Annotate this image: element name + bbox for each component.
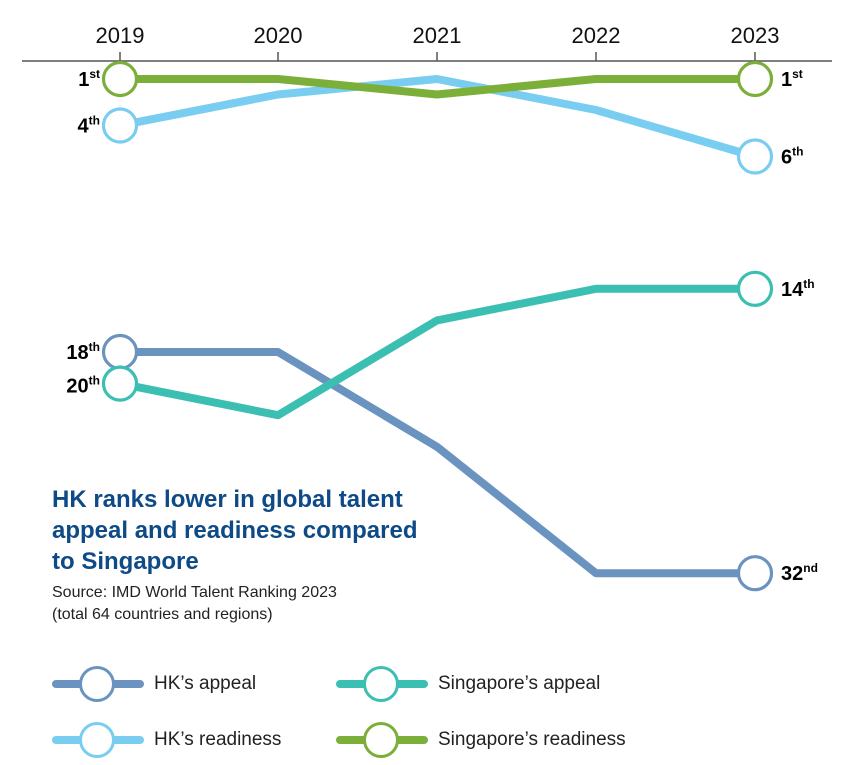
series-lines xyxy=(116,75,759,578)
start-label-hk-s-readiness: 4th xyxy=(78,114,100,138)
marker-hk-s-readiness-2019 xyxy=(101,107,139,144)
start-label-singapore-s-readiness: 1st xyxy=(78,67,100,91)
marker-hk-s-appeal-2023 xyxy=(736,555,774,592)
legend-label-hk-appeal: HK’s appeal xyxy=(154,673,257,694)
legend-item-singapore-appeal: Singapore’s appeal xyxy=(336,664,600,704)
chart-source: Source: IMD World Talent Ranking 2023 (t… xyxy=(52,582,412,626)
year-label-2020: 2020 xyxy=(254,23,303,48)
start-label-singapore-s-appeal: 20th xyxy=(66,374,100,398)
series-line-hk-s-appeal xyxy=(116,348,759,578)
source-line-2: (total 64 countries and regions) xyxy=(52,606,273,623)
series-line-hk-s-readiness xyxy=(116,75,759,161)
legend-label-singapore-readiness: Singapore’s readiness xyxy=(438,729,626,750)
legend-swatch-singapore-readiness xyxy=(336,720,428,760)
year-label-2023: 2023 xyxy=(731,23,780,48)
chart-title: HK ranks lower in global talent appeal a… xyxy=(52,486,418,575)
end-label-singapore-s-appeal: 14th xyxy=(781,277,815,301)
start-label-hk-s-appeal: 18th xyxy=(66,340,100,364)
legend-item-singapore-readiness: Singapore’s readiness xyxy=(336,720,626,760)
marker-hk-s-appeal-2019 xyxy=(101,333,139,371)
year-axis: 2019 2020 2021 2022 2023 xyxy=(96,23,780,61)
series-markers xyxy=(101,60,774,592)
legend-item-hk-appeal: HK’s appeal xyxy=(52,664,256,704)
marker-singapore-s-appeal-2019 xyxy=(101,365,139,402)
marker-singapore-s-appeal-2023 xyxy=(736,270,774,307)
legend-swatch-hk-readiness xyxy=(52,720,144,760)
legend-swatch-hk-appeal xyxy=(52,664,144,704)
series-line-singapore-s-appeal xyxy=(116,284,759,420)
end-label-hk-s-appeal: 32nd xyxy=(781,561,818,585)
source-line-1: Source: IMD World Talent Ranking 2023 xyxy=(52,584,337,601)
marker-singapore-s-readiness-2019 xyxy=(101,60,139,98)
legend-swatch-singapore-appeal xyxy=(336,664,428,704)
end-label-hk-s-readiness: 6th xyxy=(781,145,803,169)
marker-singapore-s-readiness-2023 xyxy=(736,60,774,98)
series-line-singapore-s-readiness xyxy=(116,75,759,99)
year-label-2021: 2021 xyxy=(413,23,462,48)
marker-hk-s-readiness-2023 xyxy=(736,138,774,175)
rank-labels: 1st 4th 18th 20th 1st 6th 14th 32nd xyxy=(66,67,818,585)
legend-label-hk-readiness: HK’s readiness xyxy=(154,729,282,750)
end-label-singapore-s-readiness: 1st xyxy=(781,67,803,91)
year-label-2019: 2019 xyxy=(96,23,145,48)
year-label-2022: 2022 xyxy=(572,23,621,48)
legend-item-hk-readiness: HK’s readiness xyxy=(52,720,281,760)
legend-label-singapore-appeal: Singapore’s appeal xyxy=(438,673,601,694)
